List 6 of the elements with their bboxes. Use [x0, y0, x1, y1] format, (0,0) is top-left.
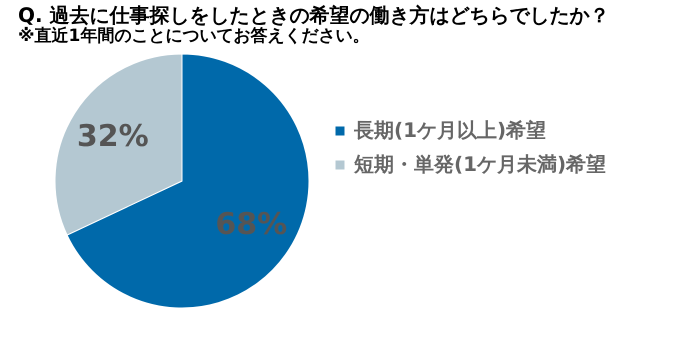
chart-title: Q. 過去に仕事探しをしたときの希望の働き方はどちらでしたか？	[18, 3, 610, 27]
data-label: 68%	[215, 206, 288, 242]
legend-label: 短期・単発(1ケ月未満)希望	[353, 152, 606, 176]
data-label: 32%	[76, 119, 149, 154]
chart-subtitle: ※直近1年間のことについてお答えください。	[18, 26, 370, 46]
legend-label: 長期(1ケ月以上)希望	[353, 118, 546, 142]
